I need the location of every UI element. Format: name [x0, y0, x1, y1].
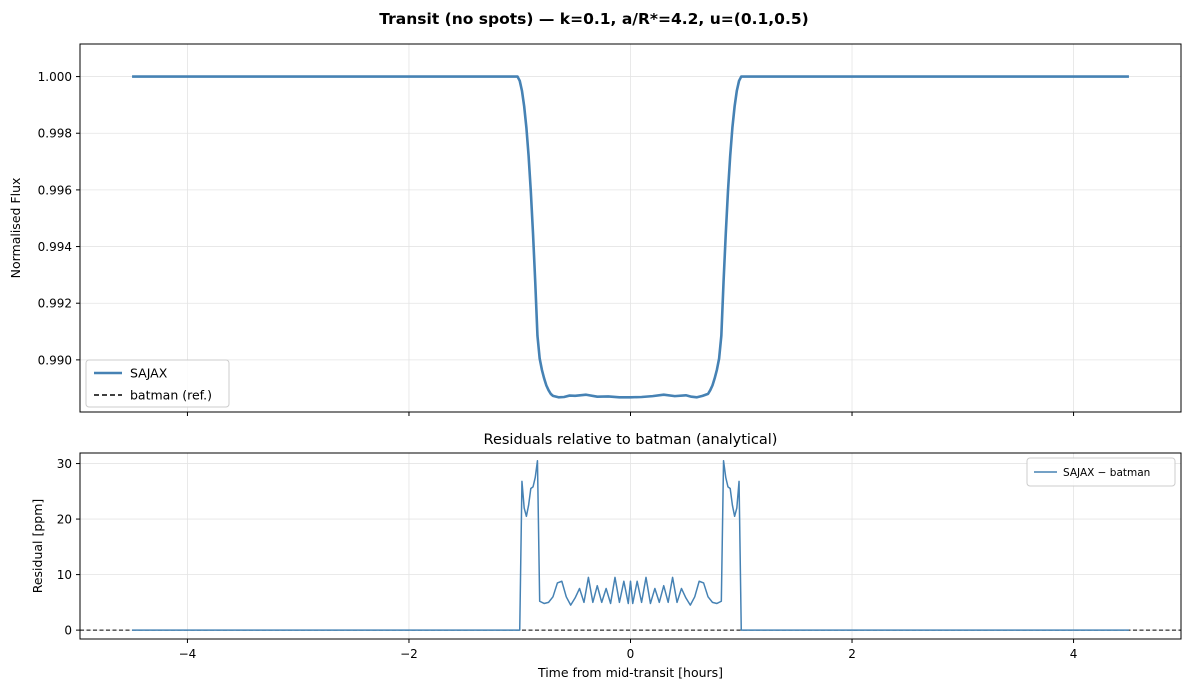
y-tick-label: 30 [57, 457, 72, 471]
y-tick-label: 1.000 [38, 70, 72, 84]
series-line-0 [132, 75, 1129, 399]
series-line-0 [132, 460, 1129, 631]
y-tick-label: 0.990 [38, 353, 72, 367]
x-tick-label: 2 [848, 647, 856, 661]
y-tick-label: 0.992 [38, 297, 72, 311]
flux-panel: 0.990 0.992 0.994 0.996 0.998 1.000 Normalised… [8, 43, 1182, 416]
x-tick-label: −2 [400, 647, 418, 661]
x-tick-label: −4 [179, 647, 197, 661]
x-axis-label: Time from mid-transit [hours] [537, 665, 723, 680]
y-axis-label: Residual [ppm] [30, 499, 45, 594]
legend-box [1026, 457, 1176, 487]
figure-title: Transit (no spots) — k=0.1, a/R*=4.2, u=… [379, 10, 808, 28]
y-tick-label: 0 [64, 624, 72, 638]
residual-panel: −4 −2 0 2 4 0 10 20 30 Residual [ppm] Time from mi… [30, 432, 1182, 680]
axes-title: Residuals relative to batman (analytical… [484, 432, 778, 448]
y-tick-label: 0.994 [38, 240, 72, 254]
x-tick-label: 4 [1070, 647, 1078, 661]
y-tick-label: 10 [57, 568, 72, 582]
y-tick-label: 0.998 [38, 127, 72, 141]
legend-label-0: SAJAX [130, 366, 168, 381]
legend-label-0: SAJAX − batman [1063, 467, 1150, 479]
y-axis-label: Normalised Flux [8, 178, 23, 279]
y-tick-label: 0.996 [38, 183, 72, 197]
y-tick-label: 20 [57, 513, 72, 527]
x-tick-label: 0 [627, 647, 635, 661]
legend-label-1: batman (ref.) [130, 388, 212, 403]
